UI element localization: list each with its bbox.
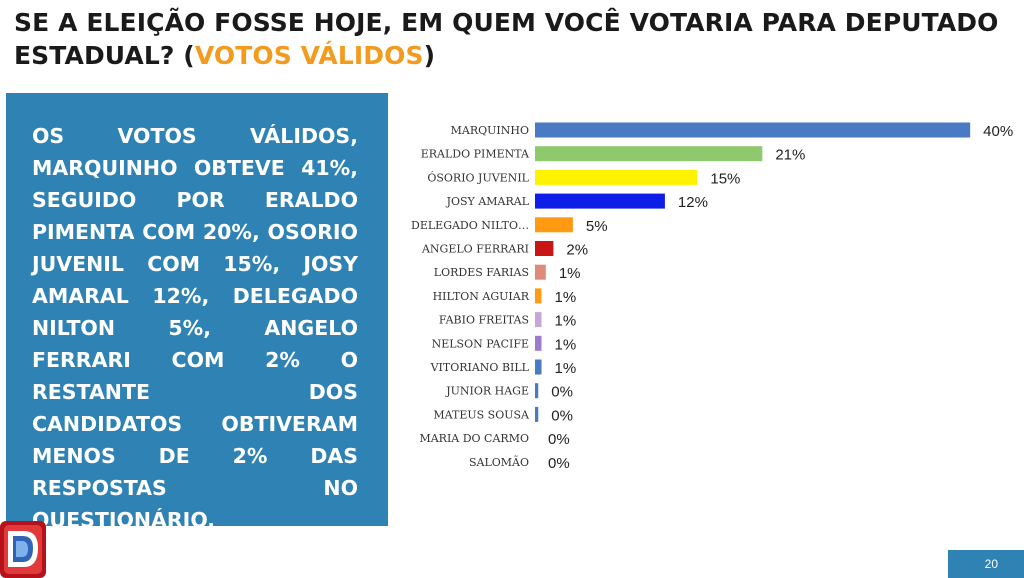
value-label: 0% [551, 407, 573, 424]
category-label: VITORIANO BILL [430, 361, 530, 374]
value-label: 0% [551, 384, 573, 401]
bar [535, 335, 542, 351]
value-label: 15% [710, 170, 740, 187]
value-label: 2% [566, 242, 588, 259]
bar [535, 217, 573, 233]
bar-chart: MARQUINHO 40% ERALDO PIMENTA 21% ÓSORIO JUVE… [411, 122, 1013, 472]
bar [535, 193, 665, 209]
title-main: SE A ELEIÇÃO FOSSE HOJE, EM QUEM VOCÊ VO… [14, 8, 999, 70]
summary-panel: OS VOTOS VÁLIDOS, MARQUINHO OBTEVE 41%, … [6, 93, 388, 532]
bar [535, 264, 546, 280]
category-label: MATEUS SOUSA [433, 408, 530, 421]
summary-text: OS VOTOS VÁLIDOS, MARQUINHO OBTEVE 41%, … [32, 124, 358, 532]
category-label: NELSON PACIFE [432, 337, 529, 350]
category-label: HILTON AGUIAR [433, 290, 530, 303]
category-label: JUNIOR HAGE [445, 385, 529, 398]
bar [535, 359, 542, 375]
logo-icon [0, 521, 46, 578]
bar [535, 241, 554, 256]
title-end: ) [423, 41, 436, 70]
value-label: 0% [548, 455, 570, 472]
value-label: 1% [559, 265, 581, 282]
value-label: 5% [586, 218, 608, 235]
category-label: FABIO FREITAS [439, 314, 529, 327]
page-title: SE A ELEIÇÃO FOSSE HOJE, EM QUEM VOCÊ VO… [14, 6, 1014, 72]
category-label: MARIA DO CARMO [419, 432, 529, 445]
page-number-badge: 20 [948, 550, 1024, 578]
title-highlight: VOTOS VÁLIDOS [194, 41, 424, 70]
value-label: 40% [983, 123, 1013, 140]
bar [535, 288, 542, 304]
category-label: SALOMÃO [469, 455, 529, 469]
value-label: 1% [554, 360, 576, 377]
value-label: 1% [554, 336, 576, 353]
bar [535, 312, 542, 328]
value-label: 21% [775, 147, 805, 164]
category-label: DELEGADO NILTO… [411, 219, 529, 232]
bar [535, 169, 698, 185]
category-label: LORDES FARIAS [434, 266, 529, 279]
category-label: MARQUINHO [451, 124, 529, 137]
value-label: 1% [554, 289, 576, 306]
category-label: JOSY AMARAL [446, 195, 530, 208]
page-number: 20 [984, 557, 998, 571]
bar [535, 122, 971, 138]
value-label: 0% [548, 431, 570, 448]
category-label: ANGELO FERRARI [421, 243, 529, 256]
value-label: 1% [554, 313, 576, 330]
bar [535, 383, 539, 399]
category-label: ERALDO PIMENTA [421, 148, 530, 161]
bar [535, 406, 539, 422]
bar [535, 146, 763, 162]
category-label: ÓSORIO JUVENIL [427, 170, 529, 184]
value-label: 12% [678, 194, 708, 211]
